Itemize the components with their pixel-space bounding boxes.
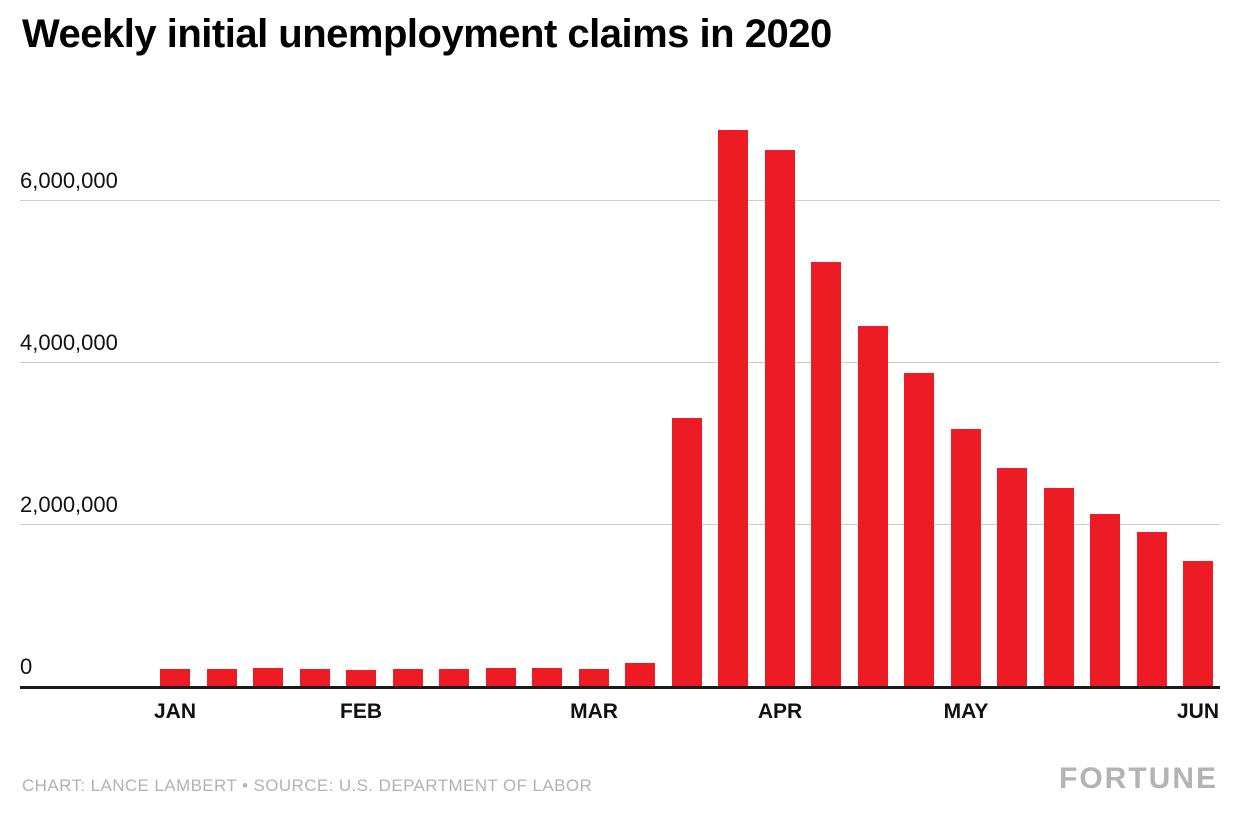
bar-mar-21 bbox=[672, 418, 702, 686]
x-axis-label-feb: FEB bbox=[340, 700, 382, 723]
bar-mar-7 bbox=[579, 669, 609, 686]
gridline bbox=[20, 524, 1220, 525]
x-axis-label-jun: JUN bbox=[1176, 700, 1219, 723]
bar-feb-15 bbox=[439, 669, 469, 686]
bar-apr-11 bbox=[811, 262, 841, 686]
gridline bbox=[20, 362, 1220, 363]
bar-mar-14 bbox=[625, 663, 655, 686]
x-axis-label-mar: MAR bbox=[570, 700, 618, 723]
bar-feb-22 bbox=[486, 668, 516, 686]
bar-jan-4 bbox=[160, 669, 190, 686]
bar-jun-6 bbox=[1183, 561, 1213, 686]
y-axis-label: 0 bbox=[20, 654, 33, 679]
y-axis-label: 2,000,000 bbox=[20, 492, 118, 517]
bar-mar-28 bbox=[718, 130, 748, 686]
bar-feb-29 bbox=[532, 668, 562, 686]
bar-may-2 bbox=[951, 429, 981, 686]
x-axis-label-may: MAY bbox=[943, 700, 989, 723]
x-axis-line bbox=[20, 686, 1220, 689]
chart-title: Weekly initial unemployment claims in 20… bbox=[22, 12, 832, 56]
bar-may-23 bbox=[1090, 514, 1120, 686]
bar-jan-11 bbox=[207, 669, 237, 686]
y-axis-label: 6,000,000 bbox=[20, 168, 118, 193]
y-axis-label: 4,000,000 bbox=[20, 330, 118, 355]
bar-may-30 bbox=[1137, 532, 1167, 686]
bar-apr-18 bbox=[858, 326, 888, 686]
fortune-logo: FORTUNE bbox=[1059, 762, 1218, 795]
bar-feb-1 bbox=[346, 670, 376, 686]
gridline bbox=[20, 200, 1220, 201]
bar-jan-25 bbox=[300, 669, 330, 686]
x-axis-label-apr: APR bbox=[757, 700, 803, 723]
x-axis-label-jan: JAN bbox=[153, 700, 196, 723]
footer: CHART: LANCE LAMBERT • SOURCE: U.S. DEPA… bbox=[0, 760, 1240, 820]
bar-apr-25 bbox=[904, 373, 934, 686]
bar-may-9 bbox=[997, 468, 1027, 686]
bar-may-16 bbox=[1044, 488, 1074, 686]
chart-credit: CHART: LANCE LAMBERT • SOURCE: U.S. DEPA… bbox=[22, 776, 593, 795]
bar-jan-18 bbox=[253, 668, 283, 686]
bar-apr-4 bbox=[765, 150, 795, 686]
bar-feb-8 bbox=[393, 669, 423, 686]
